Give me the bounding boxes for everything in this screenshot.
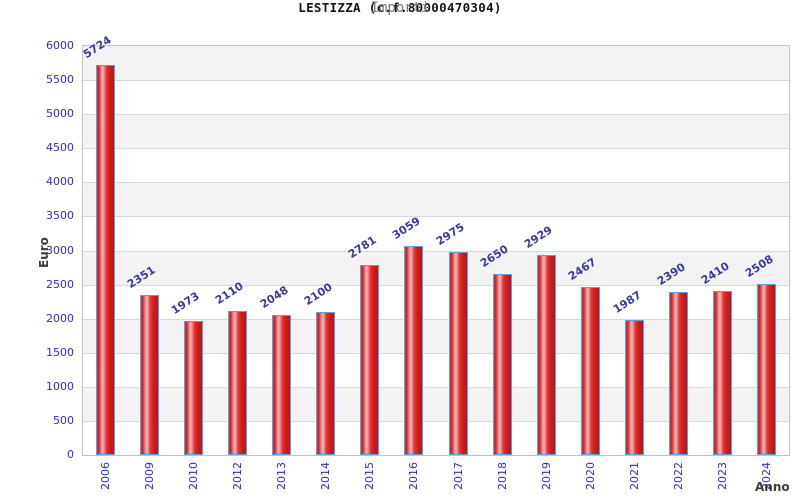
x-tick-label: 2013 <box>275 462 289 490</box>
plot-band <box>83 46 789 81</box>
x-tick-label: 2006 <box>98 462 112 490</box>
y-tick-label: 0 <box>67 448 74 461</box>
bar <box>272 315 292 455</box>
bar <box>227 311 247 455</box>
bar <box>360 265 380 455</box>
x-tick-label: 2010 <box>186 462 200 490</box>
x-tick-label: 2019 <box>539 462 553 490</box>
y-tick-label: 3500 <box>46 209 74 222</box>
x-tick-label: 2015 <box>363 462 377 490</box>
y-tick-label: 2000 <box>46 312 74 325</box>
y-tick-label: 500 <box>53 414 74 427</box>
bar <box>580 287 600 455</box>
x-tick-label: 2012 <box>230 462 244 490</box>
y-axis-title: Euro <box>37 237 51 268</box>
chart-subtitle: Importi <box>370 0 430 16</box>
gridline <box>83 251 789 252</box>
y-tick-label: 6000 <box>46 39 74 52</box>
gridline <box>83 421 789 422</box>
gridline <box>83 148 789 149</box>
gridline <box>83 216 789 217</box>
x-tick-label: 2009 <box>142 462 156 490</box>
x-axis-title: Anno <box>755 480 790 494</box>
gridline <box>83 80 789 81</box>
bar <box>625 320 645 455</box>
x-tick-label: 2020 <box>583 462 597 490</box>
chart-title: LESTIZZA (c.f.80000470304) <box>298 0 502 15</box>
y-tick-label: 4000 <box>46 175 74 188</box>
plot-band <box>83 80 789 115</box>
x-tick-label: 2017 <box>451 462 465 490</box>
y-tick-label: 5500 <box>46 73 74 86</box>
plot-band <box>83 114 789 149</box>
gridline <box>83 319 789 320</box>
bar <box>139 295 159 455</box>
bar <box>713 291 733 455</box>
plot-band <box>83 250 789 285</box>
x-tick-label: 2014 <box>319 462 333 490</box>
bar <box>316 312 336 455</box>
gridline <box>83 182 789 183</box>
bar <box>183 321 203 455</box>
bar <box>669 292 689 455</box>
gridline <box>83 114 789 115</box>
bar <box>492 274 512 455</box>
plot-band <box>83 148 789 183</box>
gridline <box>83 353 789 354</box>
plot-band <box>83 182 789 217</box>
y-tick-label: 5000 <box>46 107 74 120</box>
y-tick-label: 4500 <box>46 141 74 154</box>
bar <box>448 252 468 455</box>
x-tick-label: 2018 <box>495 462 509 490</box>
bar <box>536 255 556 455</box>
y-tick-label: 3000 <box>46 244 74 257</box>
bar <box>95 65 115 455</box>
y-tick-label: 1000 <box>46 380 74 393</box>
y-tick-label: 2500 <box>46 278 74 291</box>
y-tick-label: 1500 <box>46 346 74 359</box>
x-tick-label: 2016 <box>407 462 421 490</box>
plot-area: 5724 2351 1973 2110 2048 2100 2781 3059 2975 2650… <box>81 33 790 456</box>
x-tick-label: 2023 <box>716 462 730 490</box>
gridline <box>83 387 789 388</box>
x-tick-label: 2021 <box>628 462 642 490</box>
plot-band <box>83 216 789 251</box>
bar <box>404 246 424 455</box>
bar <box>757 284 777 455</box>
x-tick-label: 2022 <box>672 462 686 490</box>
gridline <box>83 285 789 286</box>
